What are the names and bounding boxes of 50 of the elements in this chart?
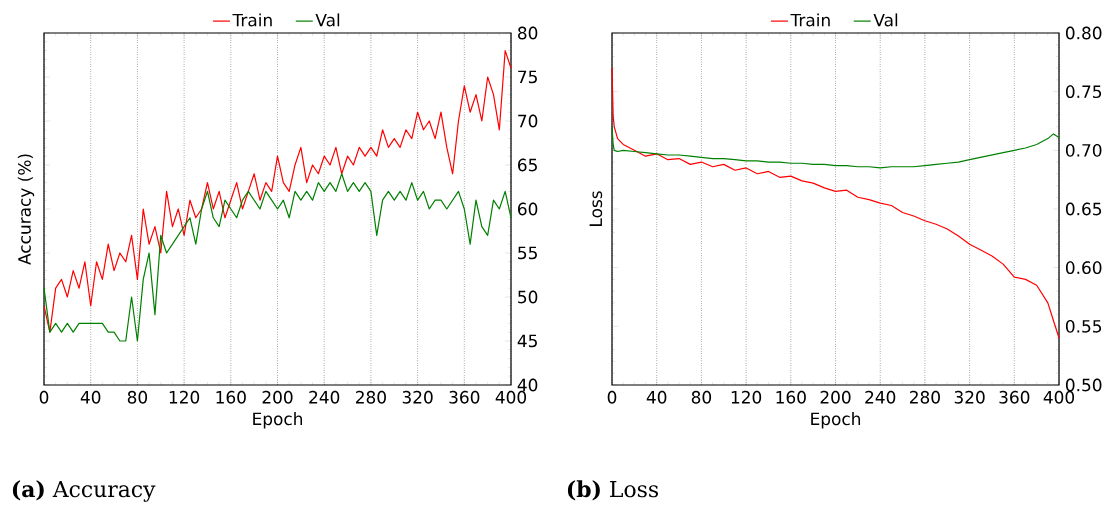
y-axis-title: Loss	[589, 191, 603, 226]
y-tick-label: 0.75	[1065, 85, 1102, 99]
line-series	[43, 49, 512, 333]
y-tick-label: 75	[518, 70, 537, 84]
x-tick-label: 0	[607, 390, 617, 404]
y-tick-label: 0.50	[1065, 378, 1102, 392]
x-tick-label: 280	[355, 390, 386, 404]
x-tick-label: 160	[216, 390, 246, 404]
y-tick-label: 55	[518, 246, 537, 260]
y-tick-label: 80	[518, 26, 538, 40]
y-tick-label: 40	[517, 378, 538, 392]
x-tick-label: 360	[449, 390, 480, 404]
x-tick-label: 40	[80, 390, 101, 404]
y-tick-label: 0.80	[1065, 26, 1102, 40]
x-tick-label: 120	[169, 390, 200, 404]
x-tick-label: 80	[691, 390, 712, 404]
x-tick-label: 320	[954, 390, 985, 404]
x-tick-label: 80	[127, 390, 148, 404]
x-axis-title: Epoch	[253, 412, 303, 429]
x-axis-title: Epoch	[811, 412, 861, 429]
x-tick-label: 160	[776, 390, 806, 404]
legend-label: Train	[790, 13, 830, 27]
x-tick-label: 200	[820, 390, 851, 404]
x-tick-label: 360	[999, 390, 1030, 404]
x-tick-label: 240	[865, 390, 896, 404]
y-tick-label: 45	[517, 334, 537, 348]
x-tick-label: 40	[646, 390, 667, 404]
y-tick-label: 0.65	[1065, 202, 1102, 216]
text: (b) Loss	[567, 480, 659, 501]
y-tick-label: 50	[518, 290, 538, 304]
y-tick-label: 65	[518, 158, 537, 172]
x-tick-label: 320	[402, 390, 433, 404]
y-tick-label: 0.70	[1065, 143, 1102, 157]
legend-label: Val	[873, 13, 898, 27]
x-tick-label: 400	[1043, 390, 1075, 404]
y-tick-label: 70	[518, 114, 538, 128]
x-tick-label: 400	[495, 390, 527, 404]
x-tick-label: 200	[262, 390, 293, 404]
legend-label: Train	[232, 13, 272, 27]
line-series	[611, 67, 1060, 339]
x-tick-label: 0	[39, 390, 49, 404]
y-tick-label: 0.60	[1065, 261, 1102, 275]
text: (a) Accuracy	[12, 480, 156, 502]
legend-label: Val	[315, 13, 340, 27]
x-tick-label: 120	[731, 390, 762, 404]
x-tick-label: 240	[309, 390, 340, 404]
x-tick-label: 280	[909, 390, 940, 404]
y-tick-label: 0.55	[1065, 319, 1102, 333]
y-tick-label: 60	[518, 202, 538, 216]
y-axis-title: Accuracy (%)	[17, 154, 35, 265]
